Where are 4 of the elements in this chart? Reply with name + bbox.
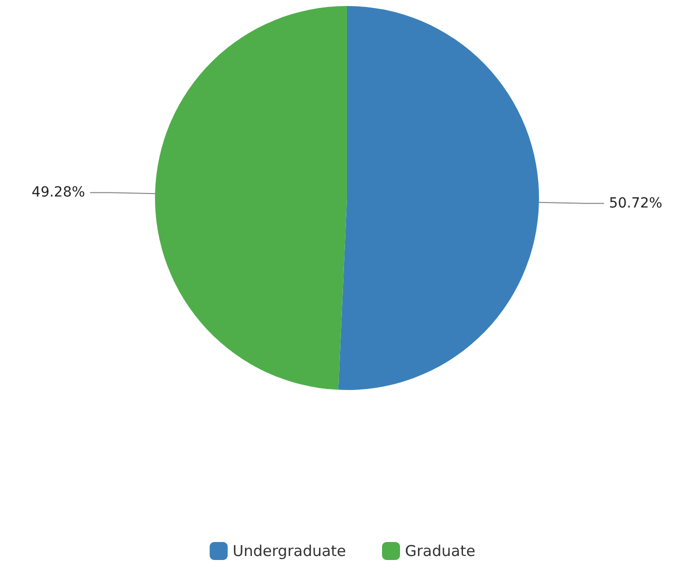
- data-label: 50.72%: [608, 195, 662, 212]
- legend-label: Graduate: [405, 542, 476, 560]
- legend-label: Undergraduate: [232, 542, 346, 560]
- data-label: 49.28%: [32, 184, 86, 201]
